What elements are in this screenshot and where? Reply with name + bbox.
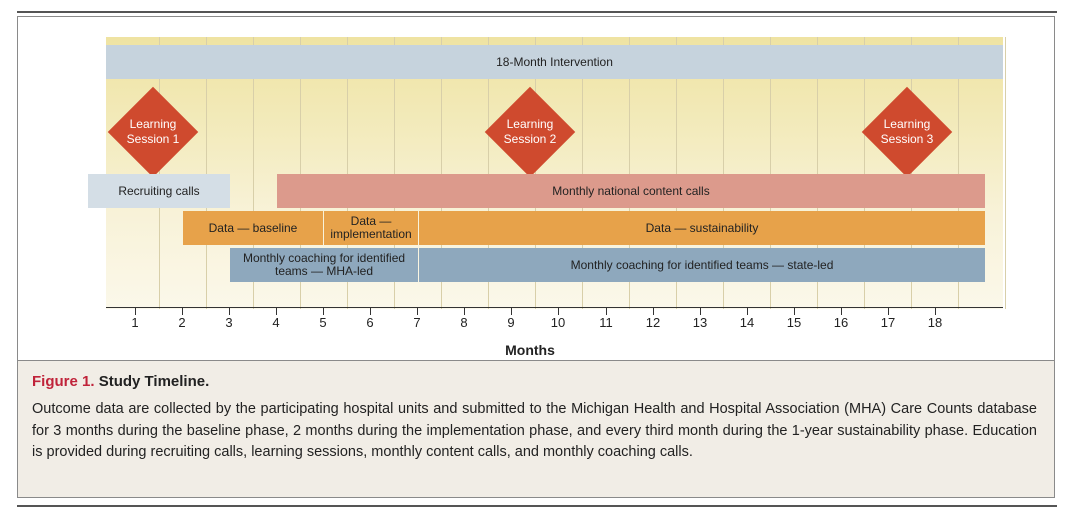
month-tick [841,307,842,315]
grid-line [488,37,489,309]
grid-line [958,37,959,309]
data-baseline-bar: Data — baseline [183,211,323,245]
grid-line [441,37,442,309]
bottom-rule [17,505,1057,507]
recruiting-calls-label: Recruiting calls [118,183,200,198]
month-tick-label: 18 [927,315,943,330]
session-label: Learning [883,117,931,131]
grid-line [300,37,301,309]
data-implementation-label: Data — [350,214,392,228]
data-sustainability-label: Data — sustainability [645,220,759,235]
month-tick-label: 13 [692,315,708,330]
month-tick-label: 11 [599,315,613,330]
month-tick-label: 1 [131,315,139,330]
month-tick [653,307,654,315]
grid-line [159,37,160,309]
grid-line [582,37,583,309]
month-tick-label: 7 [413,315,421,330]
month-tick [558,307,559,315]
data-implementation-label: implementation [330,227,412,241]
learning-session-3: Learning Session 3 [861,86,953,178]
month-tick [888,307,889,315]
grid-line [629,37,630,309]
month-tick [135,307,136,315]
month-tick-label: 8 [460,315,468,330]
month-tick-label: 6 [366,315,374,330]
month-tick [370,307,371,315]
month-tick-label: 3 [225,315,233,330]
month-tick-label: 17 [880,315,896,330]
month-tick [794,307,795,315]
figure-title: Study Timeline. [98,373,210,390]
grid-line [535,37,536,309]
recruiting-calls-bar: Recruiting calls [88,174,230,208]
month-tick-label: 10 [550,315,566,330]
caption-title: Figure 1. Study Timeline. [32,373,209,390]
grid-line [1005,37,1006,309]
month-tick [511,307,512,315]
session-label: Session 3 [880,132,934,146]
caption-text: Outcome data are collected by the partic… [32,401,1037,460]
session-label: Learning [506,117,554,131]
national-content-calls-label: Monthly national content calls [552,183,710,198]
month-tick [182,307,183,315]
grid-line [911,37,912,309]
x-axis [106,307,1003,308]
figure-label: Figure 1. [32,373,95,390]
coaching-state-bar: Monthly coaching for identified teams — … [419,248,985,282]
timeline-diagram: 18-Month Intervention Learning Session 1 … [18,17,1054,359]
coaching-mha-bar: Monthly coaching for identified teams — M… [230,248,418,282]
top-rule [17,11,1057,13]
grid-line [770,37,771,309]
grid-line [347,37,348,309]
intervention-label: 18-Month Intervention [496,54,613,69]
data-implementation-bar: Data — implementation [324,211,418,245]
month-tick-label: 5 [319,315,327,330]
month-tick-label: 2 [178,315,186,330]
session-label: Learning [129,117,177,131]
grid-line [206,37,207,309]
national-content-calls-bar: Monthly national content calls [277,174,985,208]
session-label: Session 2 [503,132,557,146]
coaching-state-label: Monthly coaching for identified teams — … [570,257,834,272]
grid-line [817,37,818,309]
intervention-bar: 18-Month Intervention [106,45,1003,79]
coaching-mha-label: Monthly coaching for identified [242,251,406,265]
data-baseline-label: Data — baseline [208,220,298,235]
month-tick-label: 9 [507,315,515,330]
figure-frame [17,16,1055,498]
month-tick [700,307,701,315]
month-tick [229,307,230,315]
coaching-mha-label: teams — MHA-led [274,264,374,278]
grid-line [394,37,395,309]
figure-caption: Figure 1. Study Timeline. Outcome data a… [18,360,1054,497]
grid-line [723,37,724,309]
month-tick-label: 12 [645,315,661,330]
grid-line [864,37,865,309]
month-tick [323,307,324,315]
month-tick-label: 15 [786,315,802,330]
session-label: Session 1 [126,132,180,146]
month-tick [417,307,418,315]
learning-session-1: Learning Session 1 [107,86,199,178]
grid-line [676,37,677,309]
learning-session-2: Learning Session 2 [484,86,576,178]
month-tick-label: 14 [739,315,755,330]
month-tick-label: 4 [272,315,280,330]
month-tick [747,307,748,315]
month-tick [606,307,607,315]
month-tick [464,307,465,315]
month-tick-label: 16 [833,315,849,330]
data-sustainability-bar: Data — sustainability [419,211,985,245]
month-tick [276,307,277,315]
x-axis-label: Months [505,342,555,358]
month-tick [935,307,936,315]
grid-line [253,37,254,309]
